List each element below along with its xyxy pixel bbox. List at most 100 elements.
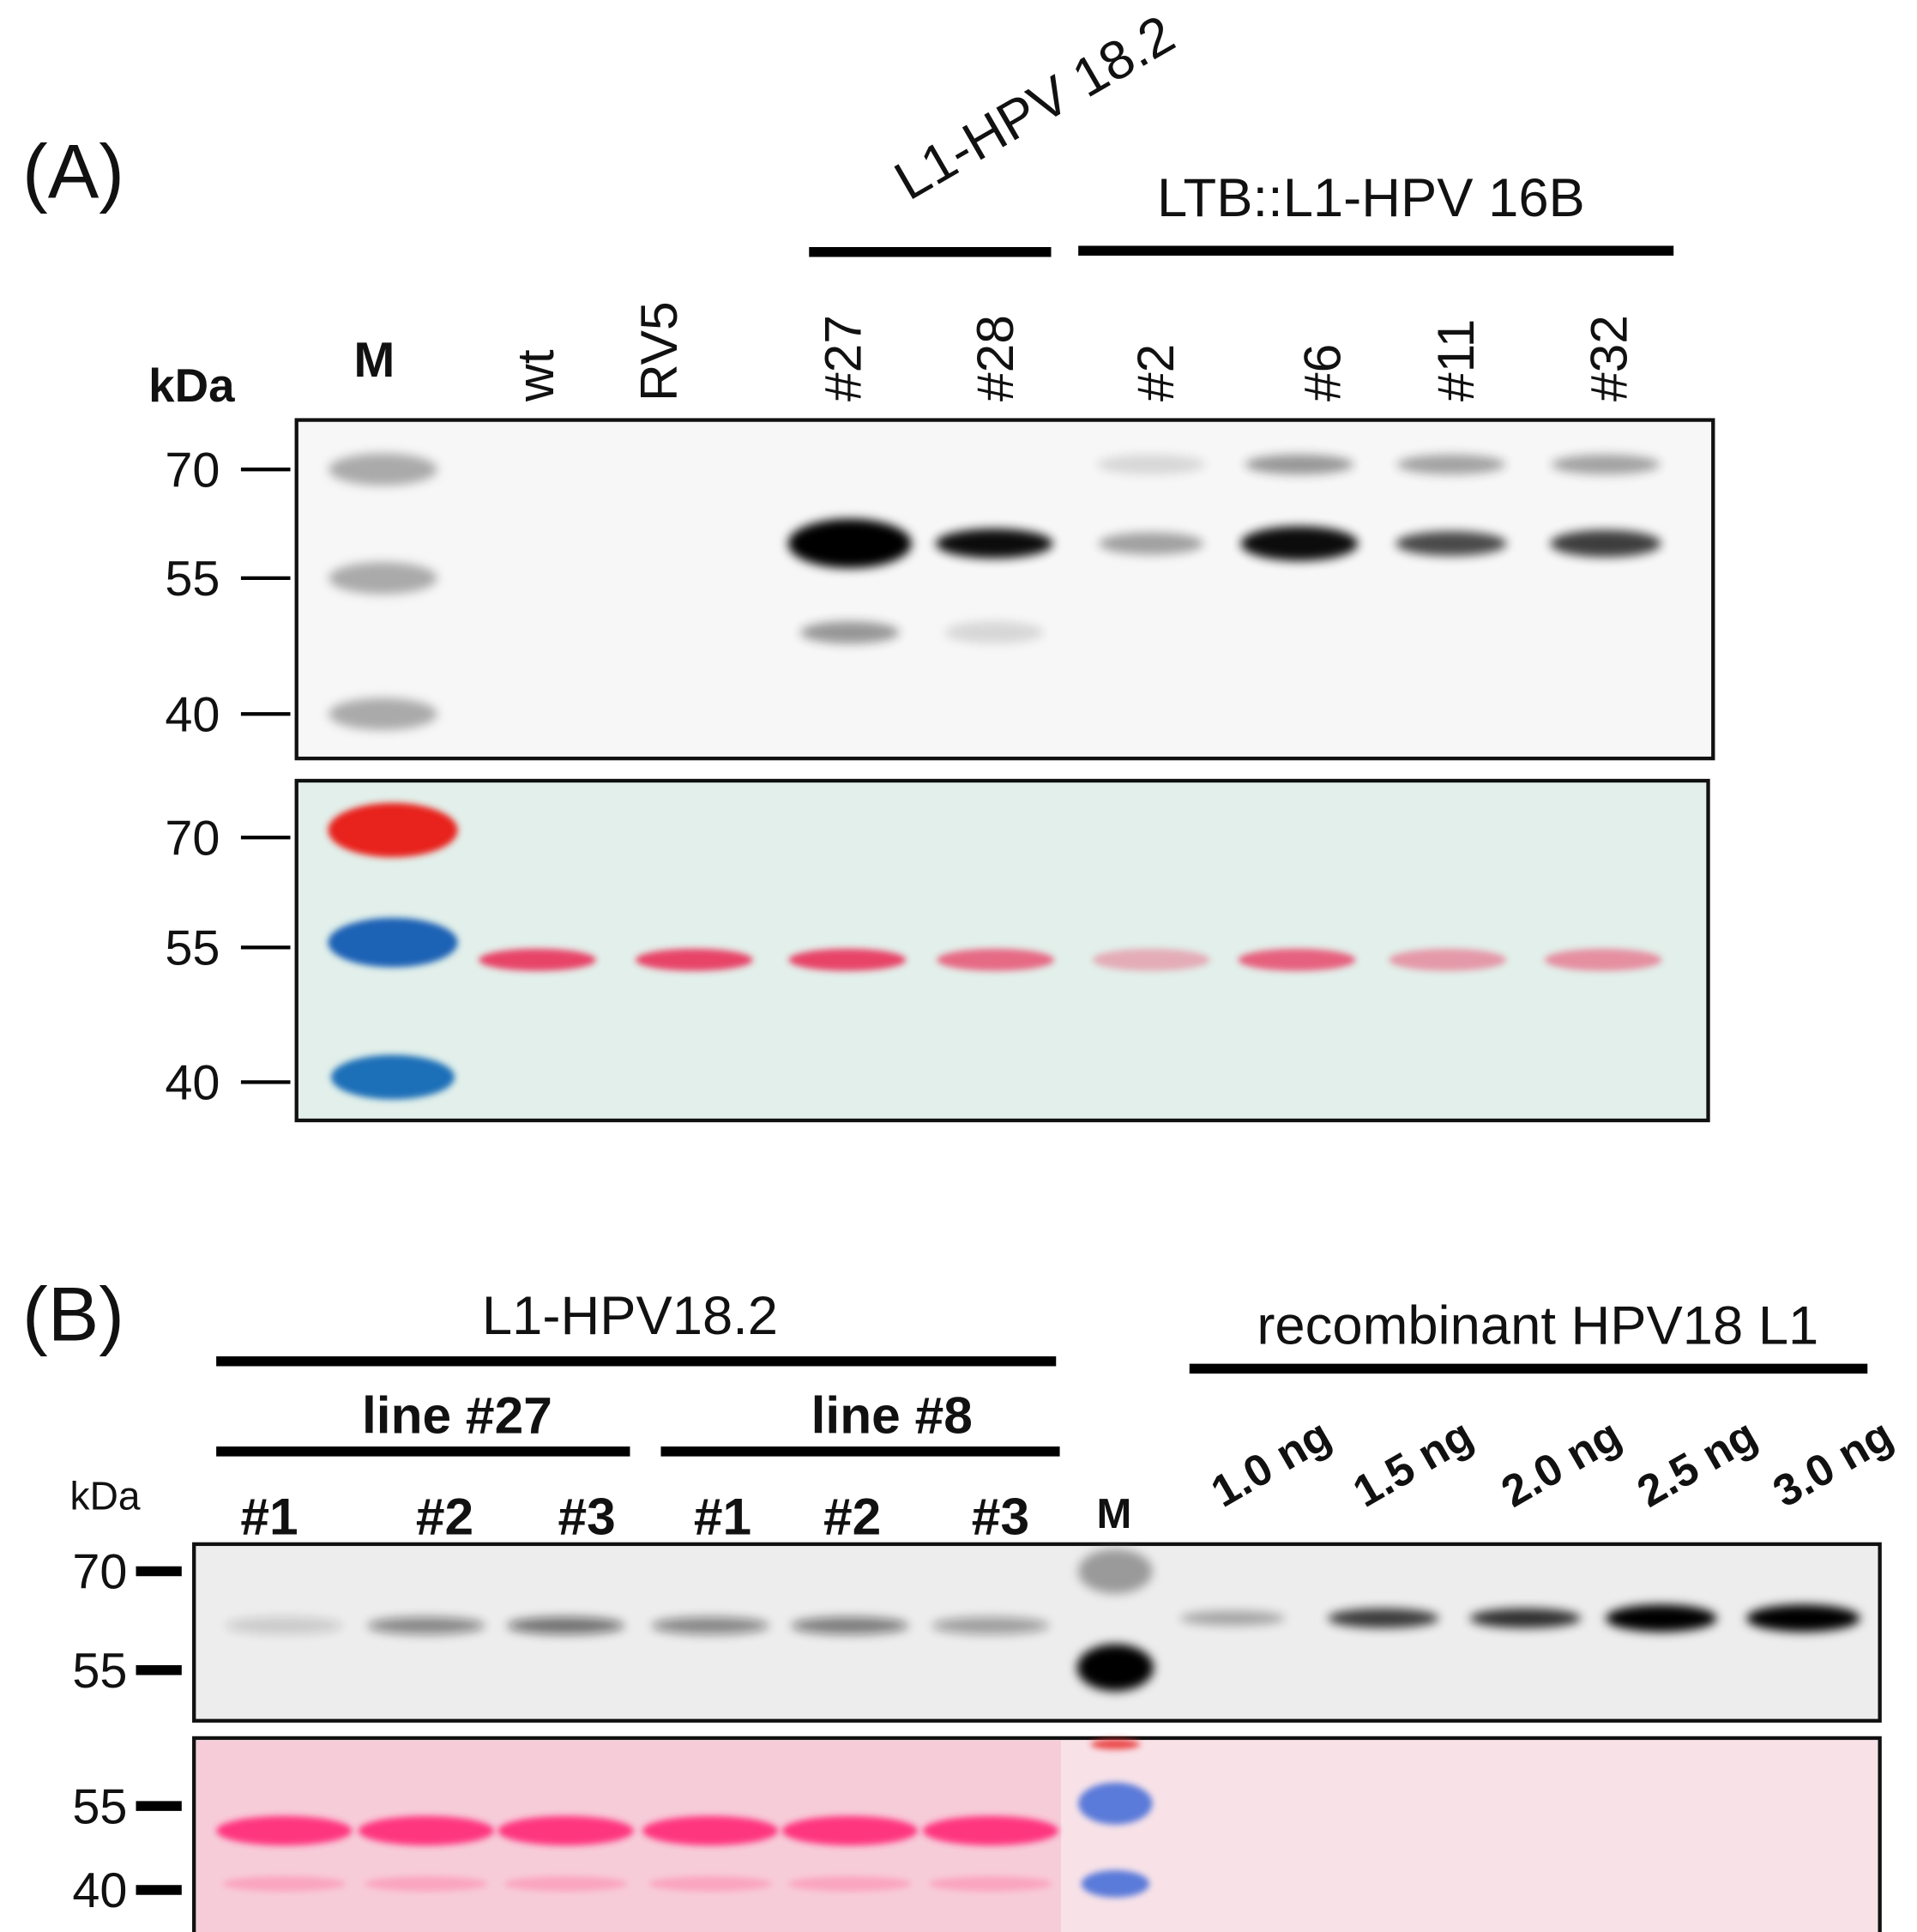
band bbox=[1389, 948, 1507, 971]
band bbox=[331, 1054, 455, 1100]
tick-label: 40 bbox=[72, 1863, 127, 1918]
band bbox=[648, 1876, 773, 1892]
lane-label: #2 bbox=[416, 1487, 473, 1545]
tick-label: 40 bbox=[165, 1056, 220, 1111]
band bbox=[1078, 1782, 1153, 1825]
tick-label: 55 bbox=[72, 1644, 127, 1699]
band bbox=[781, 1815, 918, 1846]
band bbox=[944, 621, 1044, 644]
western-blot bbox=[192, 1542, 1882, 1723]
bands bbox=[225, 1549, 1860, 1692]
band bbox=[1179, 1610, 1286, 1626]
lane-label: 1.0 ng bbox=[1203, 1410, 1339, 1517]
band bbox=[1469, 1608, 1582, 1628]
tick-label: 55 bbox=[165, 552, 220, 607]
band bbox=[642, 1815, 779, 1846]
band bbox=[479, 948, 596, 971]
band bbox=[225, 1616, 343, 1634]
band bbox=[1245, 454, 1354, 474]
group-label: L1-HPV 18.2 bbox=[885, 4, 1185, 212]
band bbox=[1396, 454, 1506, 474]
panel-label: (A) bbox=[22, 128, 124, 214]
lane-label: #1 bbox=[694, 1487, 751, 1545]
band bbox=[1081, 1870, 1149, 1898]
lane-label: #27 bbox=[814, 315, 872, 401]
lane-label: #2 bbox=[823, 1487, 881, 1545]
subgroup-label: line #27 bbox=[362, 1386, 552, 1444]
lane-label: #28 bbox=[966, 315, 1024, 401]
band bbox=[1396, 531, 1507, 556]
band bbox=[329, 562, 437, 595]
lane-label: 2.5 ng bbox=[1629, 1410, 1765, 1517]
band bbox=[507, 1616, 625, 1634]
band bbox=[931, 1616, 1050, 1634]
band bbox=[1606, 1604, 1717, 1633]
band bbox=[1090, 1739, 1141, 1749]
band bbox=[791, 1616, 909, 1634]
lane-label: #11 bbox=[1426, 319, 1485, 401]
tick-group: 55 40 bbox=[72, 1779, 182, 1918]
band bbox=[787, 518, 912, 569]
band bbox=[1078, 1549, 1153, 1594]
lane-label: RV5 bbox=[630, 301, 688, 401]
tick-label: 40 bbox=[165, 687, 220, 742]
band bbox=[497, 1815, 634, 1846]
band bbox=[1328, 1608, 1439, 1628]
marker-label: M bbox=[353, 333, 395, 388]
tick-label: 55 bbox=[72, 1779, 127, 1834]
band bbox=[1076, 1644, 1154, 1692]
tick-label: 70 bbox=[72, 1545, 127, 1600]
band bbox=[367, 1616, 485, 1634]
lane-label: #1 bbox=[240, 1487, 298, 1545]
band bbox=[935, 528, 1053, 558]
band bbox=[788, 948, 907, 971]
band bbox=[364, 1876, 488, 1892]
band bbox=[800, 621, 900, 644]
unit-label: kDa bbox=[70, 1474, 141, 1518]
band bbox=[922, 1815, 1059, 1846]
band bbox=[1098, 532, 1204, 555]
band bbox=[328, 802, 458, 858]
band bbox=[937, 948, 1055, 971]
band bbox=[503, 1876, 628, 1892]
lane-label: #2 bbox=[1126, 344, 1185, 401]
band bbox=[329, 453, 437, 486]
lane-label: #32 bbox=[1579, 315, 1637, 401]
tick-label: 55 bbox=[165, 921, 220, 976]
lane-label: #3 bbox=[972, 1487, 1029, 1545]
lane-label: 2.0 ng bbox=[1492, 1410, 1629, 1517]
band bbox=[635, 948, 753, 971]
band bbox=[1092, 948, 1210, 971]
band bbox=[1550, 529, 1661, 558]
tick-label: 70 bbox=[165, 811, 220, 866]
band bbox=[651, 1616, 769, 1634]
band bbox=[928, 1876, 1052, 1892]
group-label: LTB::L1-HPV 16B bbox=[1157, 168, 1585, 228]
lane-label: wt bbox=[506, 349, 564, 402]
band bbox=[328, 917, 458, 968]
band bbox=[358, 1815, 495, 1846]
unit-label: kDa bbox=[148, 359, 235, 412]
band bbox=[1551, 454, 1661, 474]
tick-label: 70 bbox=[165, 443, 220, 498]
band bbox=[1544, 948, 1662, 971]
band bbox=[1746, 1604, 1860, 1633]
bands bbox=[216, 1739, 1153, 1898]
tick-group: 70 55 40 bbox=[165, 443, 291, 742]
lane-label: #3 bbox=[558, 1487, 615, 1545]
tick-group: 70 55 40 bbox=[165, 811, 291, 1111]
lane-label: 1.5 ng bbox=[1345, 1410, 1481, 1517]
band bbox=[216, 1815, 353, 1846]
band bbox=[1096, 454, 1206, 474]
lane-labels: wt RV5 #27 #28 #2 #6 #11 #32 bbox=[506, 301, 1637, 402]
subgroup-label: line #8 bbox=[811, 1386, 973, 1444]
band bbox=[329, 697, 437, 730]
tick-group: 70 55 bbox=[72, 1545, 182, 1699]
band bbox=[787, 1876, 912, 1892]
panel-label: (B) bbox=[22, 1271, 124, 1356]
group-label: recombinant HPV18 L1 bbox=[1257, 1296, 1818, 1356]
western-blot bbox=[294, 418, 1715, 761]
band bbox=[1240, 526, 1359, 561]
